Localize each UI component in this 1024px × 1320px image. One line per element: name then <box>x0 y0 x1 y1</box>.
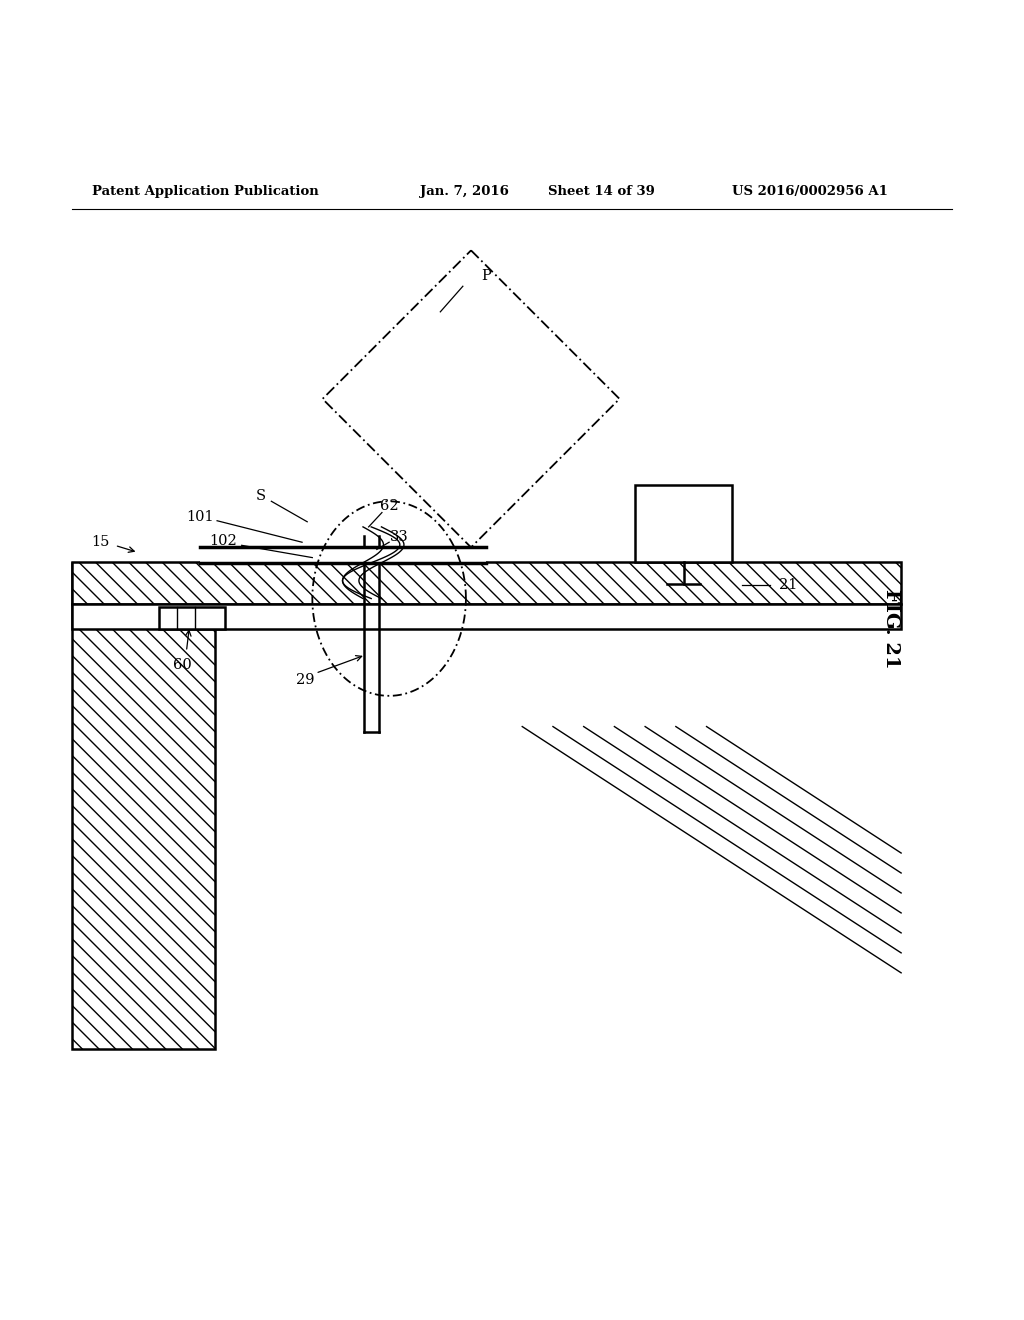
Bar <box>72 562 215 1049</box>
Text: 15: 15 <box>91 535 110 549</box>
Text: 62: 62 <box>380 499 398 513</box>
Text: S: S <box>256 490 266 503</box>
Bar <box>635 484 732 562</box>
Text: FIG. 21: FIG. 21 <box>882 590 900 669</box>
Text: Jan. 7, 2016: Jan. 7, 2016 <box>420 185 509 198</box>
Text: 21: 21 <box>779 578 798 593</box>
Text: 29: 29 <box>296 673 314 688</box>
Text: 60: 60 <box>173 659 191 672</box>
Text: 101: 101 <box>186 510 213 524</box>
Bar <box>159 607 225 630</box>
Text: Patent Application Publication: Patent Application Publication <box>92 185 318 198</box>
Bar <box>200 548 486 562</box>
Text: Sheet 14 of 39: Sheet 14 of 39 <box>548 185 654 198</box>
Text: P: P <box>481 269 492 282</box>
Text: US 2016/0002956 A1: US 2016/0002956 A1 <box>732 185 888 198</box>
Bar <box>72 562 901 603</box>
Text: 33: 33 <box>390 531 409 544</box>
Bar <box>72 603 901 630</box>
Text: 102: 102 <box>209 535 238 548</box>
